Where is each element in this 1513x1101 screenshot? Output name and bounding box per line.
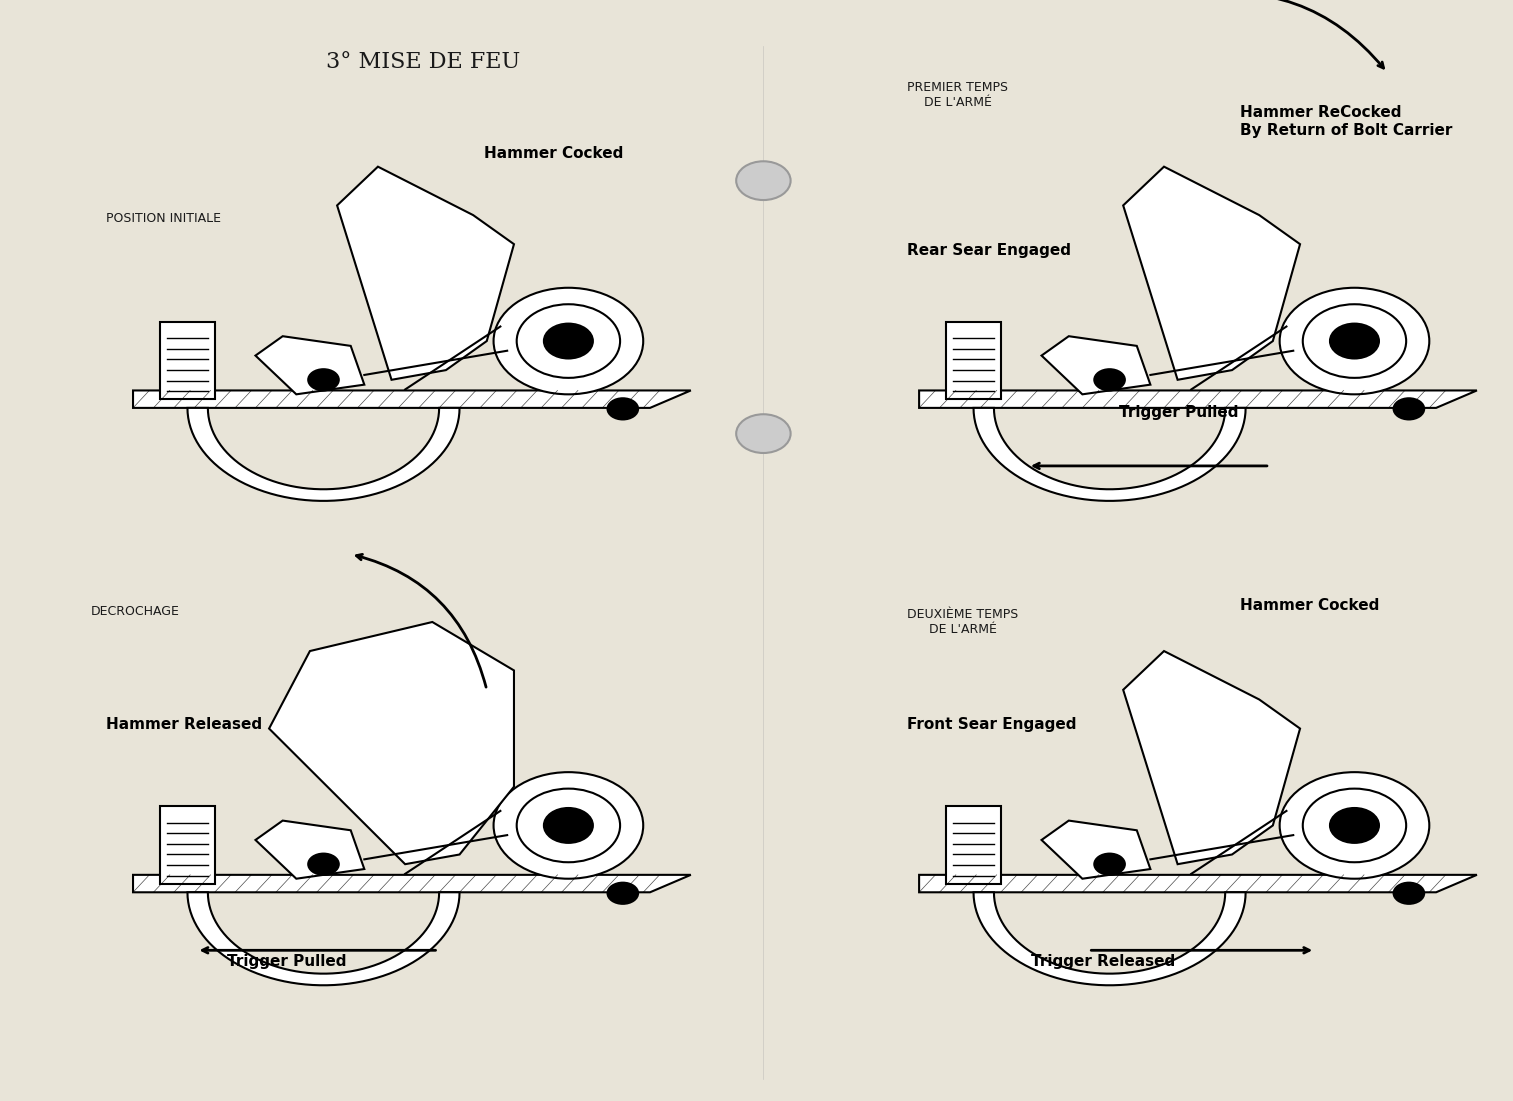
Polygon shape	[256, 336, 365, 394]
Polygon shape	[918, 875, 1477, 892]
Text: 3° MISE DE FEU: 3° MISE DE FEU	[327, 52, 520, 74]
Text: Trigger Released: Trigger Released	[1032, 953, 1176, 969]
Circle shape	[493, 772, 643, 879]
Polygon shape	[337, 166, 514, 380]
Text: Hammer Released: Hammer Released	[106, 717, 262, 732]
Circle shape	[1280, 772, 1430, 879]
Text: DECROCHAGE: DECROCHAGE	[91, 604, 180, 618]
Polygon shape	[256, 820, 365, 879]
Polygon shape	[1041, 336, 1150, 394]
Text: DEUXIÈME TEMPS
DE L'ARMÉ: DEUXIÈME TEMPS DE L'ARMÉ	[906, 608, 1018, 636]
Text: PREMIER TEMPS
DE L'ARMÉ: PREMIER TEMPS DE L'ARMÉ	[906, 80, 1008, 109]
Text: Front Sear Engaged: Front Sear Engaged	[906, 717, 1077, 732]
Circle shape	[1392, 882, 1425, 905]
Circle shape	[1094, 368, 1126, 392]
Text: Rear Sear Engaged: Rear Sear Engaged	[906, 243, 1071, 258]
Polygon shape	[918, 391, 1477, 407]
Circle shape	[1303, 304, 1406, 378]
Polygon shape	[160, 806, 215, 884]
Circle shape	[737, 414, 791, 453]
Polygon shape	[973, 407, 1245, 501]
Polygon shape	[946, 321, 1000, 400]
Circle shape	[1303, 788, 1406, 862]
Circle shape	[307, 368, 340, 392]
Circle shape	[543, 324, 593, 359]
Circle shape	[543, 808, 593, 843]
Circle shape	[607, 882, 638, 905]
Polygon shape	[1123, 166, 1300, 380]
Text: Hammer ReCocked
By Return of Bolt Carrier: Hammer ReCocked By Return of Bolt Carrie…	[1239, 106, 1452, 138]
Polygon shape	[946, 806, 1000, 884]
Text: Trigger Pulled: Trigger Pulled	[227, 953, 346, 969]
Polygon shape	[133, 391, 691, 407]
Polygon shape	[1041, 820, 1150, 879]
Text: Hammer Cocked: Hammer Cocked	[484, 146, 623, 161]
Circle shape	[737, 161, 791, 200]
Circle shape	[1330, 324, 1378, 359]
Polygon shape	[160, 321, 215, 400]
Polygon shape	[133, 875, 691, 892]
Polygon shape	[1123, 651, 1300, 864]
Text: Hammer Cocked: Hammer Cocked	[1239, 598, 1378, 613]
Circle shape	[1330, 808, 1378, 843]
Circle shape	[307, 852, 340, 875]
Circle shape	[517, 304, 620, 378]
Circle shape	[607, 397, 638, 421]
Circle shape	[1094, 852, 1126, 875]
Polygon shape	[973, 892, 1245, 985]
Circle shape	[517, 788, 620, 862]
Circle shape	[493, 287, 643, 394]
Polygon shape	[188, 407, 460, 501]
Text: Trigger Pulled: Trigger Pulled	[1120, 404, 1239, 419]
Text: POSITION INITIALE: POSITION INITIALE	[106, 211, 221, 225]
Polygon shape	[269, 622, 514, 864]
Circle shape	[1280, 287, 1430, 394]
Polygon shape	[0, 24, 1511, 1101]
Circle shape	[1392, 397, 1425, 421]
Polygon shape	[188, 892, 460, 985]
